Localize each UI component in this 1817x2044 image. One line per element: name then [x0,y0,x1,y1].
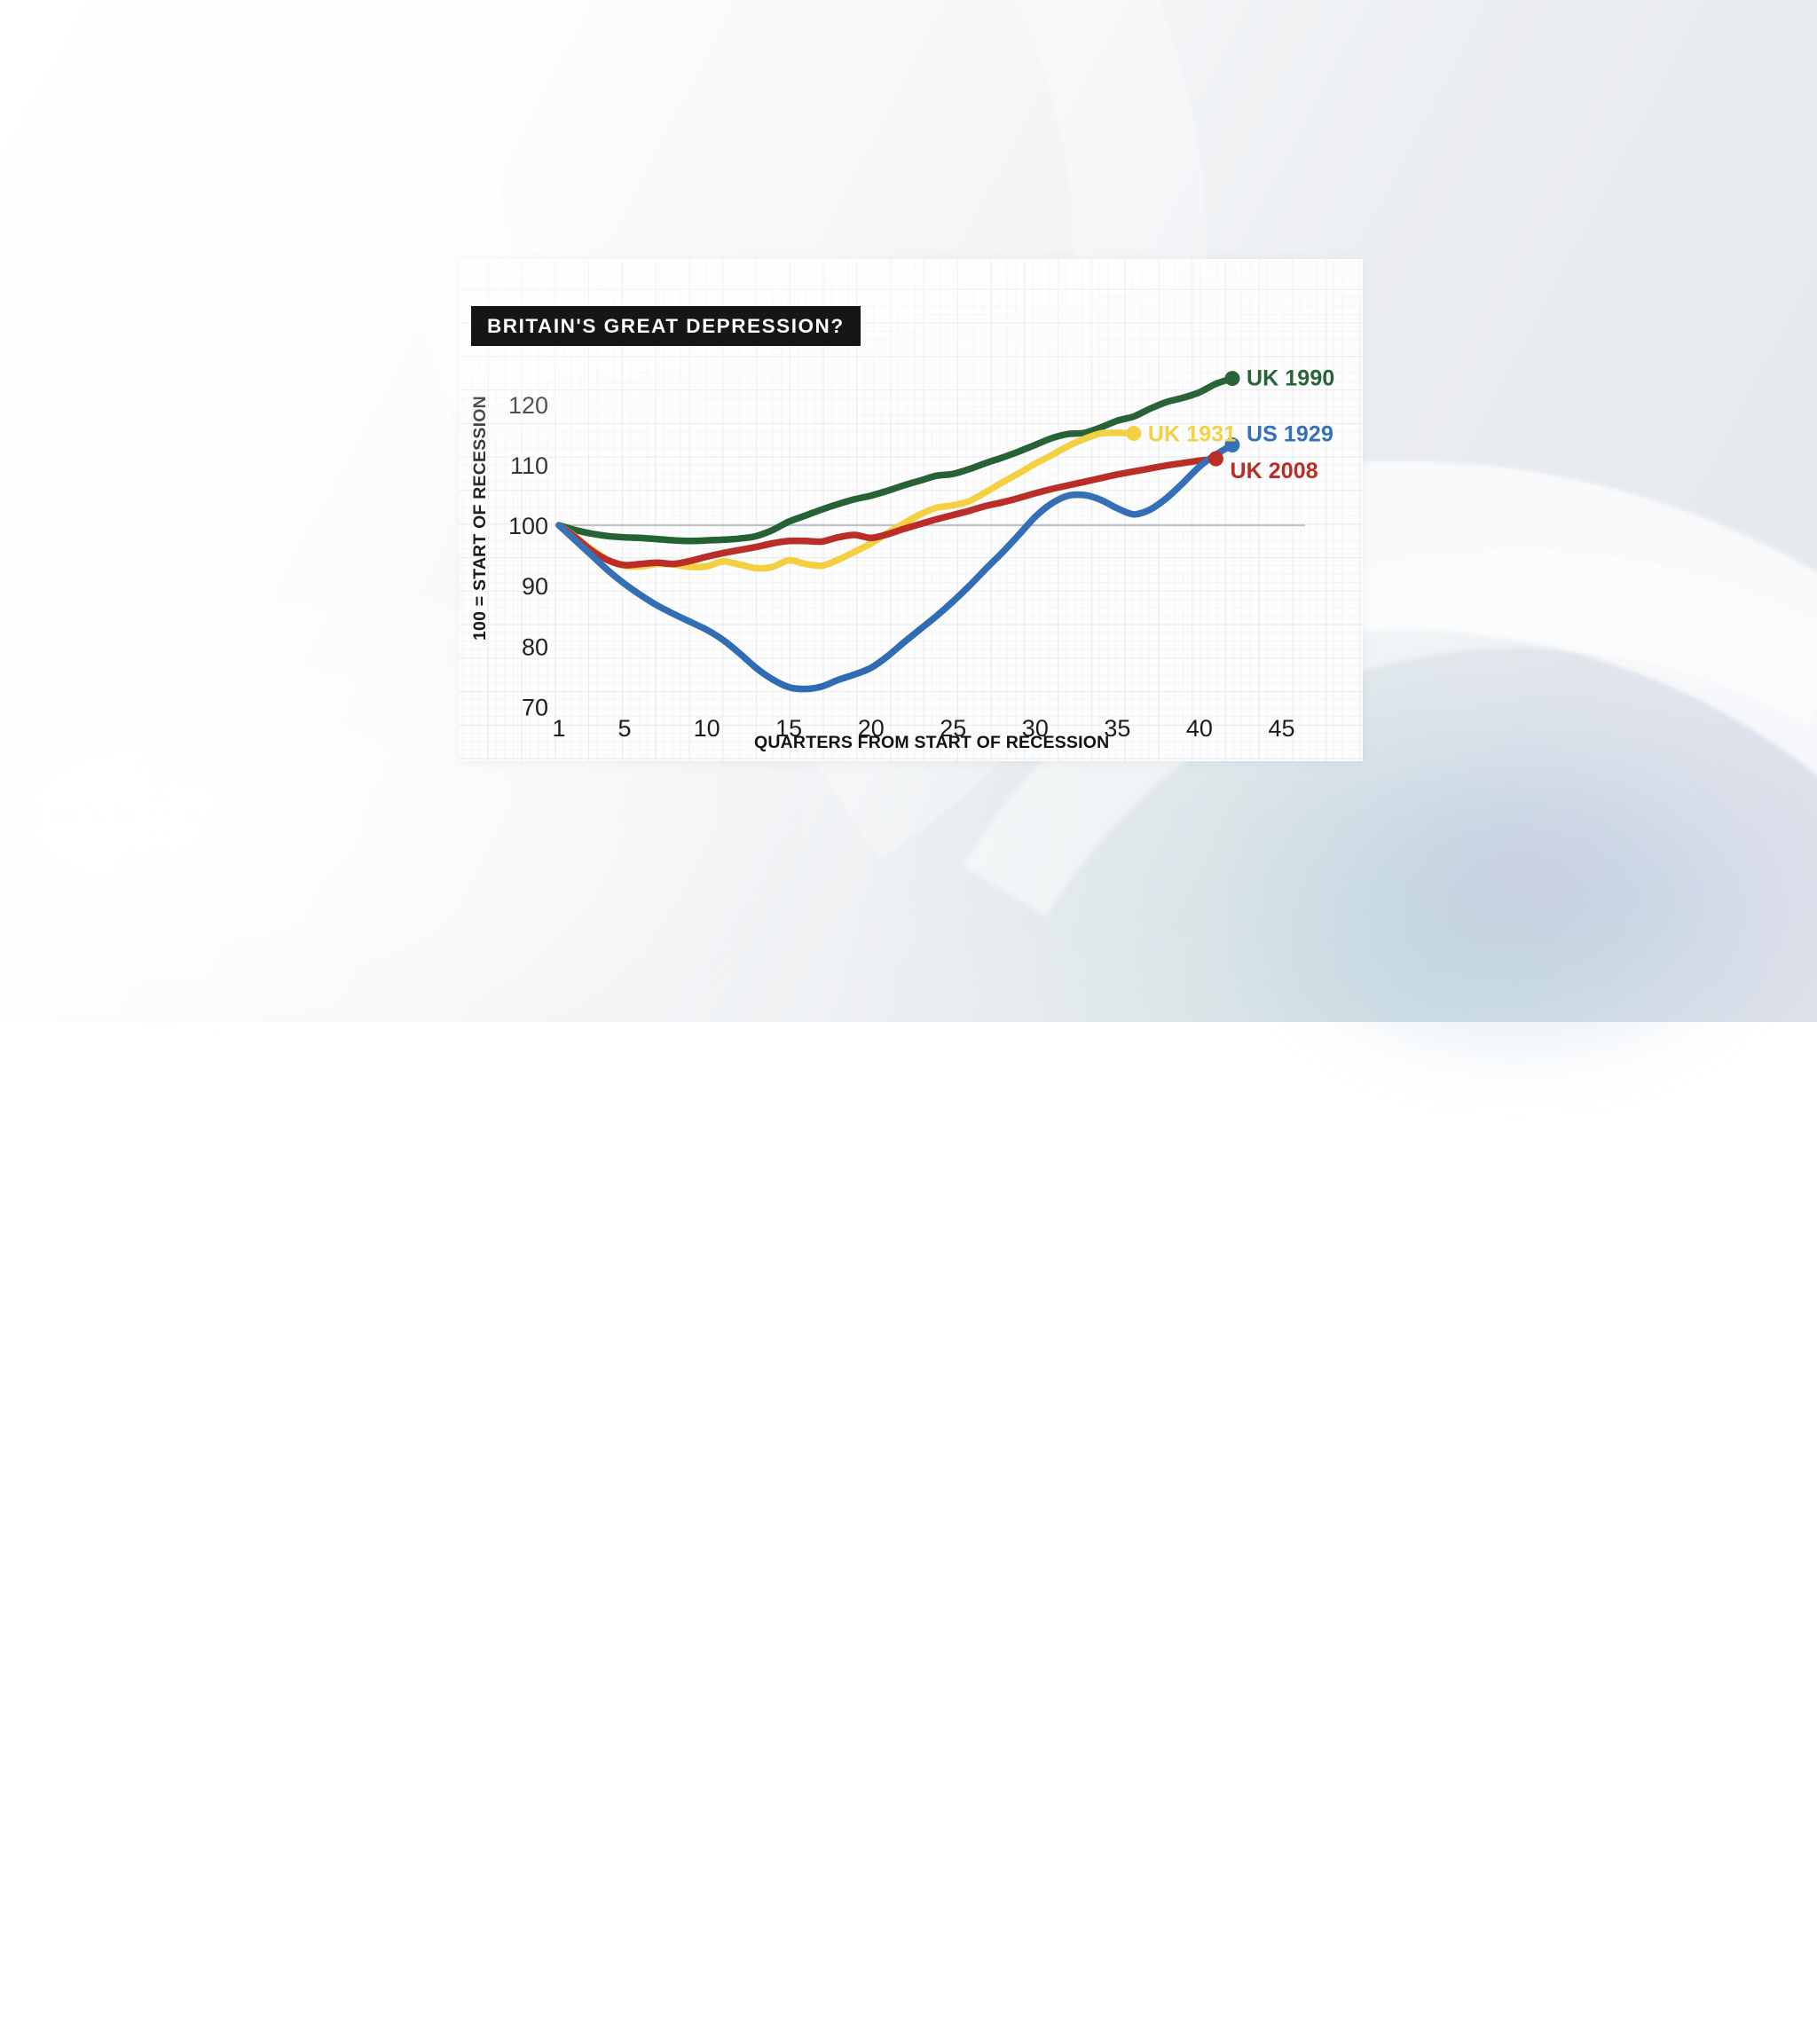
x-tick-5: 5 [618,715,632,742]
y-tick-80: 80 [522,633,548,660]
series-label-uk-1931: UK 1931 [1148,422,1236,447]
x-tick-40: 40 [1186,715,1213,742]
end-marker-uk-1990 [1224,371,1239,386]
y-tick-90: 90 [522,573,548,600]
x-tick-10: 10 [694,715,720,742]
y-axis-tick-labels: 70 80 90 100 110 120 [508,392,548,721]
series-line-uk-2008 [559,459,1215,565]
end-marker-uk-2008 [1208,452,1223,467]
chart-title: BRITAIN'S GREAT DEPRESSION? [487,315,845,338]
series-label-uk-2008: UK 2008 [1230,459,1318,483]
y-tick-100: 100 [508,513,548,539]
y-tick-110: 110 [510,452,548,479]
chart-title-plate: BRITAIN'S GREAT DEPRESSION? [471,306,861,346]
background-glow-violet [1366,772,1686,994]
y-axis-title: 100 = START OF RECESSION [470,396,490,641]
x-tick-45: 45 [1268,715,1294,742]
series-label-uk-1990: UK 1990 [1247,366,1334,391]
x-axis-title: QUARTERS FROM START OF RECESSION [754,733,1109,752]
y-tick-120: 120 [508,392,548,419]
y-tick-70: 70 [522,694,548,720]
x-tick-1: 1 [552,715,565,742]
end-marker-uk-1931 [1126,426,1141,441]
series-label-us-1929: US 1929 [1247,421,1333,446]
chart-series-group [559,379,1232,689]
